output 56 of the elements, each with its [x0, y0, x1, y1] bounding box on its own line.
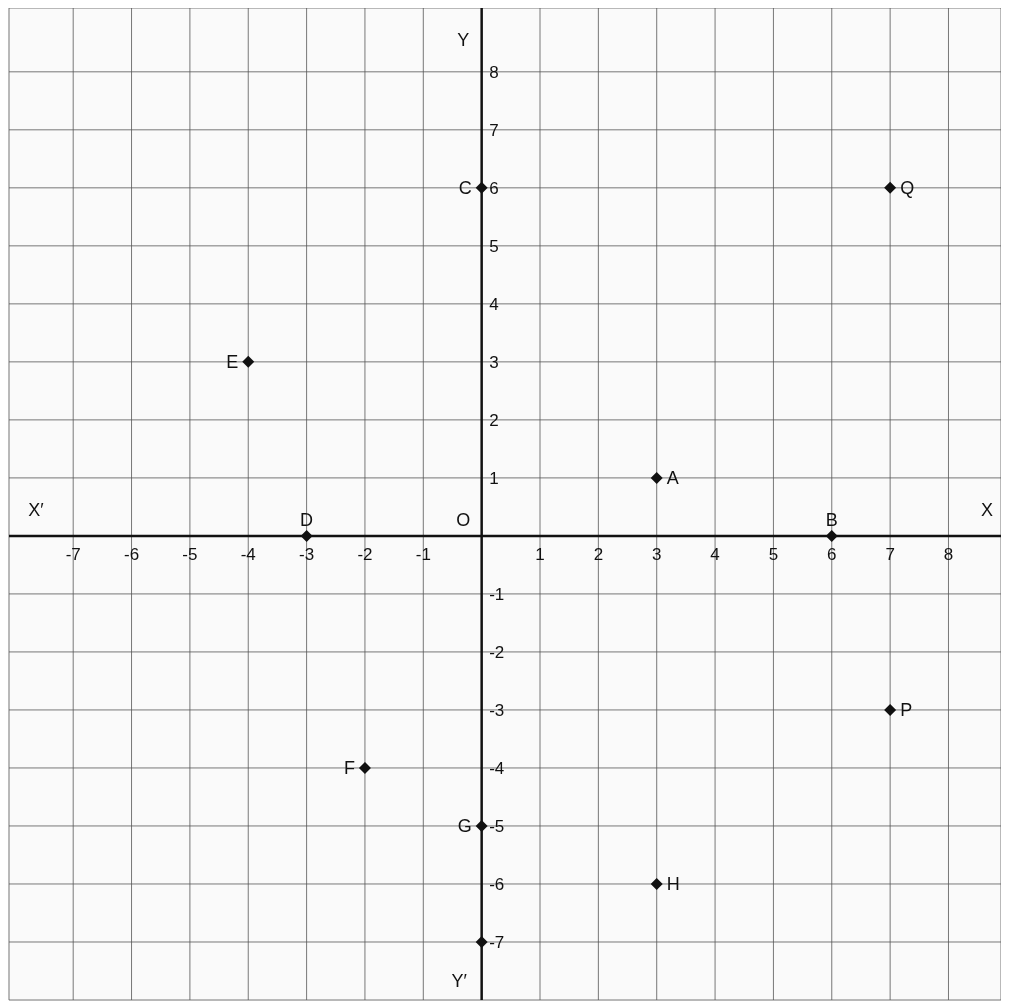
point	[475, 935, 488, 948]
annotation: C	[458, 178, 472, 199]
point	[300, 529, 313, 542]
annotation: A	[666, 468, 679, 489]
y-tick-label: 7	[489, 120, 499, 140]
point	[650, 877, 663, 890]
y-tick-label: -2	[489, 642, 505, 662]
x-tick-label: 6	[827, 545, 837, 565]
point	[358, 761, 371, 774]
point	[825, 529, 838, 542]
annotation: O	[456, 510, 471, 531]
x-tick-label: 2	[593, 545, 604, 565]
y-tick-label: -1	[489, 584, 505, 604]
point	[242, 355, 255, 368]
y-tick-label: 5	[489, 236, 499, 256]
annotation: P	[900, 700, 913, 721]
annotation: Q	[900, 178, 915, 199]
x-tick-label: 7	[885, 545, 895, 565]
point	[475, 819, 488, 832]
y-tick-label: 1	[489, 468, 499, 488]
annotation: G	[457, 816, 472, 837]
x-tick-label: 4	[710, 545, 720, 565]
point	[884, 703, 897, 716]
x-tick-label: 1	[535, 545, 545, 565]
y-tick-label: 2	[489, 410, 499, 430]
annotation: H	[666, 874, 680, 895]
annotation: B	[825, 509, 838, 530]
point	[475, 181, 488, 194]
point	[650, 471, 663, 484]
annotation: F	[343, 758, 355, 779]
annotation: X′	[28, 500, 45, 521]
y-tick-label: -5	[489, 816, 505, 836]
point	[884, 181, 897, 194]
x-tick-label: -7	[65, 545, 81, 565]
x-tick-label: -4	[240, 545, 256, 565]
annotation: X	[980, 500, 994, 521]
x-tick-label: 3	[651, 545, 662, 565]
y-tick-label: -7	[489, 932, 505, 952]
x-tick-label: -1	[415, 545, 431, 565]
annotation: D	[300, 509, 314, 530]
x-tick-label: -3	[299, 545, 315, 565]
y-tick-label: 4	[489, 294, 499, 314]
y-tick-label: 6	[489, 178, 499, 198]
y-tick-label: 8	[489, 62, 499, 82]
x-tick-label: -2	[357, 545, 373, 565]
y-tick-label: 3	[489, 352, 499, 372]
x-tick-label: 5	[768, 545, 779, 565]
annotation: E	[226, 352, 239, 373]
x-tick-label: -6	[123, 545, 140, 565]
y-tick-label: -4	[489, 758, 505, 778]
annotation: Y	[457, 30, 470, 50]
y-tick-label: -6	[489, 874, 505, 894]
x-tick-label: -5	[182, 545, 198, 565]
y-tick-label: -3	[489, 700, 505, 720]
x-tick-label: 8	[943, 545, 954, 565]
annotation: Y′	[451, 971, 468, 991]
